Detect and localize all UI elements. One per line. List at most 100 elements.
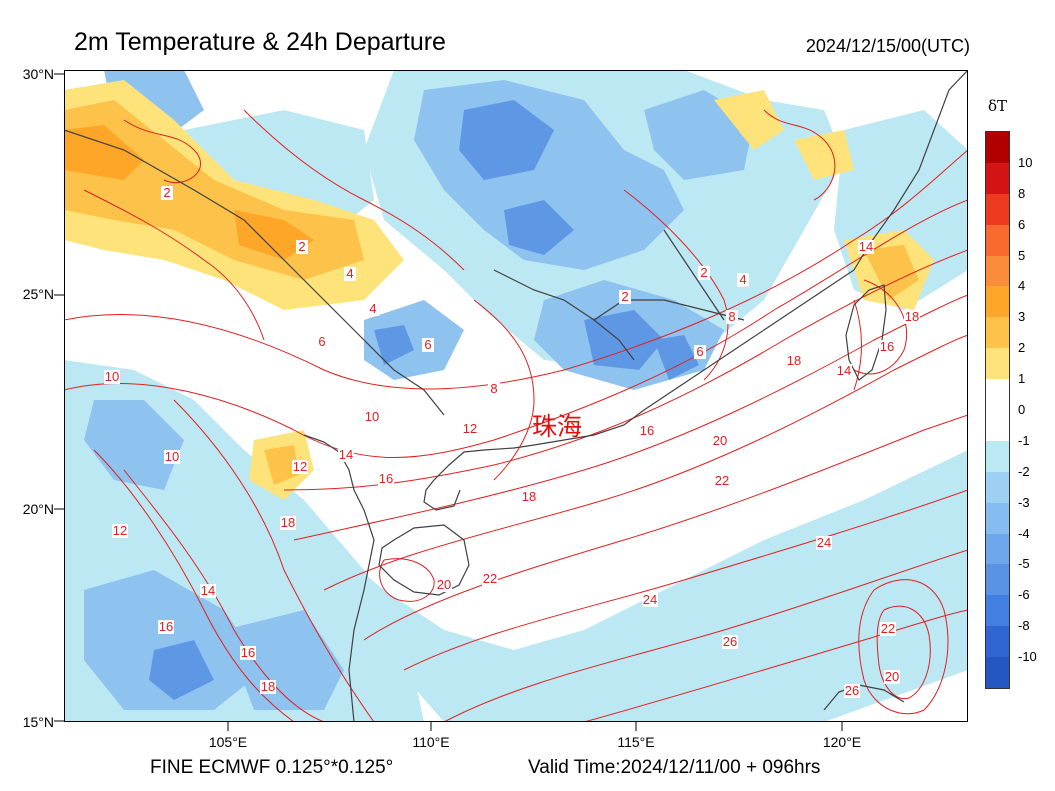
colorbar-tick-label: -6	[1018, 587, 1030, 603]
contour-label: 16	[639, 423, 655, 438]
map-title: 2m Temperature & 24h Departure	[74, 28, 446, 56]
coastline	[64, 70, 968, 722]
svg-text:2: 2	[298, 239, 305, 254]
contour-label: 2	[698, 265, 710, 280]
contour-labels: 2 2 2 2 4 4 4 6 6 6 8 8 10 10 10 12 12 1…	[104, 185, 920, 698]
colorbar-tick-label: 5	[1018, 247, 1026, 263]
lat-label-25n: 25°N	[22, 286, 54, 302]
contour-label: 4	[737, 272, 749, 287]
contour-label: 14	[858, 239, 874, 254]
svg-text:10: 10	[105, 369, 119, 384]
contour-label: 10	[164, 449, 180, 464]
contour-label: 26	[844, 683, 860, 698]
contour-label: 24	[816, 535, 832, 550]
contour-label: 10	[104, 369, 120, 384]
svg-text:2: 2	[700, 265, 707, 280]
contour-label: 16	[378, 471, 394, 486]
contour-label: 2	[619, 289, 631, 304]
lat-label-20n: 20°N	[22, 501, 54, 517]
contour-label: 16	[240, 645, 256, 660]
svg-text:12: 12	[293, 459, 307, 474]
lon-ticks	[227, 722, 843, 731]
svg-text:16: 16	[880, 339, 894, 354]
lat-ticks	[54, 73, 64, 722]
colorbar-tick-label: -8	[1018, 618, 1030, 634]
colorbar-segment	[986, 564, 1009, 596]
colorbar-tick-label: 2	[1018, 340, 1026, 356]
svg-text:20: 20	[713, 433, 727, 448]
colorbar-segment	[986, 379, 1009, 411]
colorbar-tick-label: 6	[1018, 216, 1026, 232]
lat-label-30n: 30°N	[22, 66, 54, 82]
city-label-zhuhai: 珠海	[532, 412, 583, 441]
svg-text:8: 8	[728, 309, 735, 324]
svg-text:16: 16	[640, 423, 654, 438]
contour-label: 18	[260, 679, 276, 694]
colorbar-tick-label: -2	[1018, 463, 1030, 479]
svg-text:6: 6	[318, 334, 325, 349]
contour-label: 6	[316, 334, 328, 349]
svg-text:18: 18	[905, 309, 919, 324]
colorbar-tick-label: 1	[1018, 371, 1026, 387]
svg-text:6: 6	[424, 337, 431, 352]
svg-text:24: 24	[817, 535, 831, 550]
contour-label: 16	[158, 619, 174, 634]
lon-label-115e: 115°E	[617, 734, 655, 750]
svg-text:16: 16	[159, 619, 173, 634]
model-resolution-label: FINE ECMWF 0.125°*0.125°	[150, 757, 394, 778]
svg-text:14: 14	[859, 239, 873, 254]
svg-text:14: 14	[837, 363, 851, 378]
contour-label: 6	[422, 337, 434, 352]
colorbar-tick-label: 8	[1018, 185, 1026, 201]
svg-text:10: 10	[365, 409, 379, 424]
anomaly-fill-dark-blue	[149, 100, 699, 700]
svg-text:2: 2	[163, 185, 170, 200]
colorbar-tick-label: 3	[1018, 309, 1026, 325]
contour-label: 20	[436, 577, 452, 592]
contour-label: 26	[722, 634, 738, 649]
svg-text:2: 2	[621, 289, 628, 304]
colorbar	[985, 131, 1010, 689]
contour-label: 14	[338, 447, 354, 462]
contour-label: 2	[161, 185, 173, 200]
colorbar-segment	[986, 533, 1009, 565]
svg-text:26: 26	[845, 683, 859, 698]
colorbar-segment	[986, 440, 1009, 473]
svg-text:12: 12	[113, 523, 127, 538]
temperature-contours	[64, 109, 968, 722]
svg-text:14: 14	[201, 583, 215, 598]
colorbar-segment	[986, 255, 1009, 287]
svg-text:22: 22	[715, 473, 729, 488]
contour-label: 20	[712, 433, 728, 448]
colorbar-segment	[986, 193, 1009, 226]
svg-text:8: 8	[490, 381, 497, 396]
colorbar-segment	[986, 595, 1009, 627]
svg-text:14: 14	[339, 447, 353, 462]
svg-text:4: 4	[369, 301, 376, 316]
contour-label: 18	[786, 353, 802, 368]
contour-label: 2	[296, 239, 308, 254]
svg-text:4: 4	[346, 266, 353, 281]
colorbar-segment	[986, 410, 1009, 442]
colorbar-segment	[986, 132, 1009, 164]
contour-label: 4	[367, 301, 379, 316]
contour-label: 16	[879, 339, 895, 354]
colorbar-tick-label: 0	[1018, 402, 1026, 417]
lon-label-105e: 105°E	[208, 734, 248, 750]
svg-text:18: 18	[787, 353, 801, 368]
contour-label: 22	[714, 473, 730, 488]
svg-text:20: 20	[885, 669, 899, 684]
colorbar-segment	[986, 348, 1009, 380]
valid-time-label: Valid Time:2024/12/11/00 + 096hrs	[528, 757, 821, 778]
contour-label: 18	[521, 489, 537, 504]
contour-label: 20	[884, 669, 900, 684]
contour-label: 8	[726, 309, 738, 324]
contour-label: 6	[694, 344, 706, 359]
svg-text:10: 10	[165, 449, 179, 464]
svg-text:18: 18	[281, 515, 295, 530]
contour-label: 18	[904, 309, 920, 324]
map-panel: 2 2 2 2 4 4 4 6 6 6 8 8 10 10 10 12 12 1…	[64, 70, 968, 722]
temperature-map	[64, 70, 968, 722]
contour-label: 22	[482, 571, 498, 586]
lon-label-110e: 110°E	[412, 734, 450, 750]
